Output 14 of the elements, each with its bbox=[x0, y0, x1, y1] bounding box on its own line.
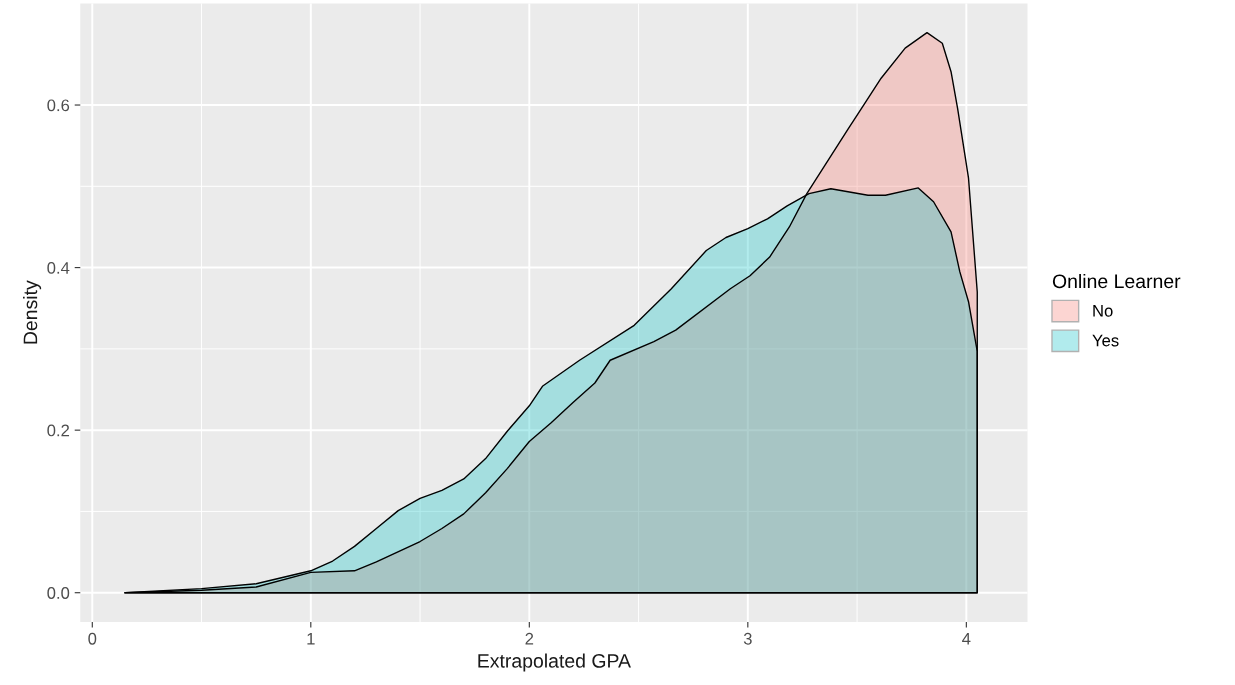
x-tick-label: 0 bbox=[88, 632, 97, 645]
x-tick-label: 2 bbox=[525, 632, 534, 645]
x-tick-label: 1 bbox=[307, 633, 315, 645]
y-tick-label: 0.4 bbox=[47, 261, 70, 274]
legend-label: No bbox=[1093, 305, 1113, 317]
y-axis-title: Density bbox=[23, 280, 42, 344]
y-tick-label: 0.2 bbox=[47, 424, 70, 437]
legend-label: Yes bbox=[1092, 334, 1119, 347]
y-tick-label: 0.0 bbox=[47, 587, 70, 599]
x-tick-label: 4 bbox=[962, 633, 971, 645]
x-axis-title: Extrapolated GPA bbox=[478, 653, 631, 672]
x-tick-label: 3 bbox=[743, 632, 752, 645]
y-tick-label: 0.6 bbox=[47, 99, 70, 112]
legend-title: Online Learner bbox=[1052, 273, 1181, 289]
